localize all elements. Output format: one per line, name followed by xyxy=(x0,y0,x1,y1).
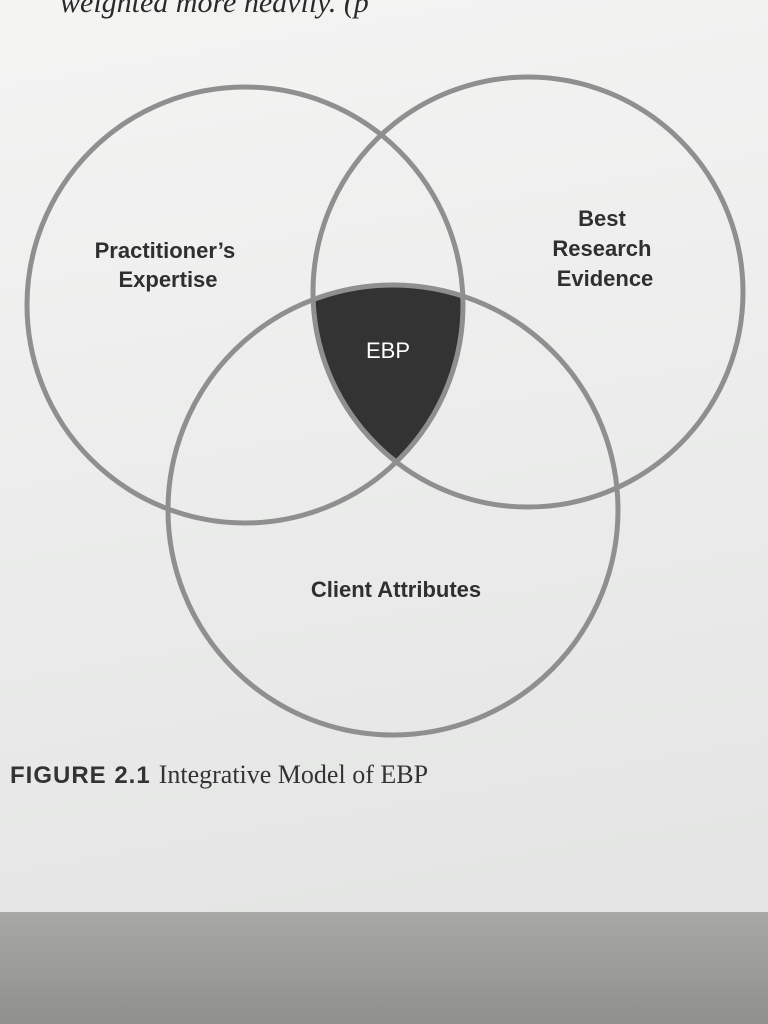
top-text-fragment: weighted more heavily. (p xyxy=(60,0,369,19)
figure-title: Integrative Model of EBP xyxy=(158,760,429,789)
best-research-evidence-label: Best Research Evidence xyxy=(552,206,657,291)
ebp-label: EBP xyxy=(366,338,410,363)
research-label-line-1: Best xyxy=(578,206,626,231)
figure-caption: FIGURE 2.1 Integrative Model of EBP xyxy=(10,760,428,790)
practitioner-expertise-label: Practitioner’s Expertise xyxy=(95,238,242,292)
book-page: weighted more heavily. (p Practitioner’s… xyxy=(0,0,768,912)
research-label-line-3: Evidence xyxy=(557,266,654,291)
client-attributes-label: Client Attributes xyxy=(311,577,481,602)
research-label-line-2: Research xyxy=(552,236,651,261)
practitioner-label-line-1: Practitioner’s xyxy=(95,238,236,263)
background-surface xyxy=(0,912,768,1024)
practitioner-label-line-2: Expertise xyxy=(118,267,217,292)
venn-diagram: Practitioner’s Expertise Best Research E… xyxy=(24,74,746,738)
client-attributes-circle xyxy=(165,282,621,738)
best-research-evidence-circle xyxy=(310,74,746,510)
practitioner-expertise-circle xyxy=(24,84,466,526)
figure-number: FIGURE 2.1 xyxy=(10,762,151,789)
